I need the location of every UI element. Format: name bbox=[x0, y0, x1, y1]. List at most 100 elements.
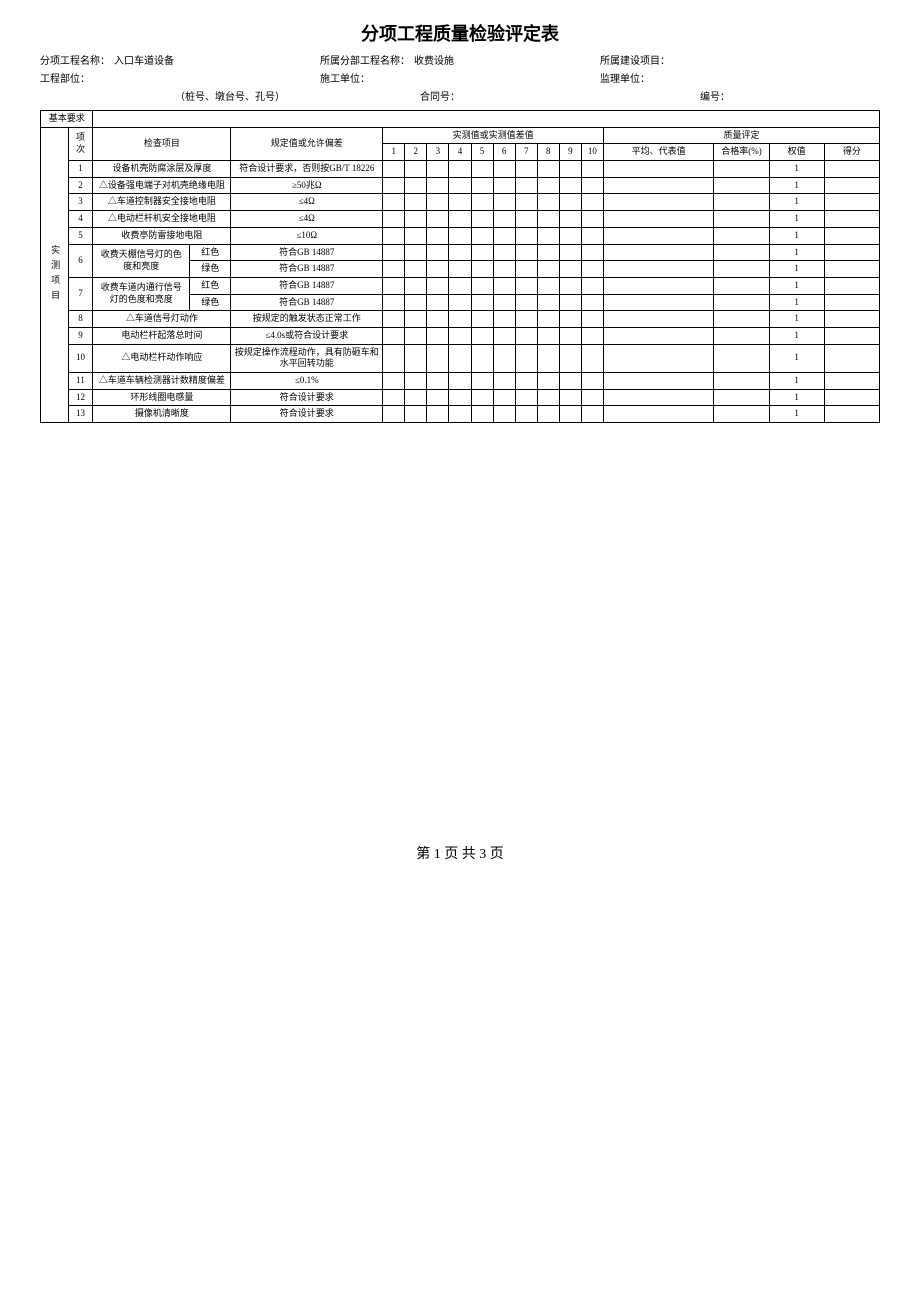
weight: 1 bbox=[769, 389, 824, 406]
weight: 1 bbox=[769, 344, 824, 372]
inspection-table: 基本要求 实测项目 项次 检查项目 规定值或允许偏差 实测值或实测值差值 质量评… bbox=[40, 110, 880, 423]
spec: 符合GB 14887 bbox=[231, 244, 383, 261]
spec: ≤4Ω bbox=[231, 194, 383, 211]
spec: ≤10Ω bbox=[231, 227, 383, 244]
value-subitem-name: 入口车道设备 bbox=[114, 54, 174, 70]
item: △设备强电端子对机壳绝缘电阻 bbox=[93, 177, 231, 194]
num-2: 2 bbox=[405, 144, 427, 161]
header-row-2: 工程部位： 施工单位： 监理单位： bbox=[40, 72, 880, 88]
spec: ≤0.1% bbox=[231, 373, 383, 390]
weight: 1 bbox=[769, 161, 824, 178]
spec: 符合设计要求 bbox=[231, 389, 383, 406]
spec: ≥50兆Ω bbox=[231, 177, 383, 194]
label-constructor: 施工单位： bbox=[320, 72, 370, 88]
table-row: 5 收费亭防雷接地电阻 ≤10Ω 1 bbox=[41, 227, 880, 244]
num-6: 6 bbox=[493, 144, 515, 161]
spec: 符合设计要求，否则按GB/T 18226 bbox=[231, 161, 383, 178]
seq: 8 bbox=[68, 311, 93, 328]
spec: 符合GB 14887 bbox=[231, 261, 383, 278]
weight: 1 bbox=[769, 406, 824, 423]
label-contract: 合同号： bbox=[420, 90, 460, 106]
seq: 5 bbox=[68, 227, 93, 244]
item: 环形线圈电感量 bbox=[93, 389, 231, 406]
table-row: 8 △车道信号灯动作 按规定的触发状态正常工作 1 bbox=[41, 311, 880, 328]
seq: 4 bbox=[68, 211, 93, 228]
label-serial: 编号： bbox=[700, 90, 730, 106]
weight: 1 bbox=[769, 327, 824, 344]
item: 收费车道内通行信号灯的色度和亮度 bbox=[93, 277, 190, 310]
label-subitem-name: 分项工程名称： bbox=[40, 54, 110, 70]
weight: 1 bbox=[769, 311, 824, 328]
table-row: 13 摄像机清晰度 符合设计要求 1 bbox=[41, 406, 880, 423]
cell-basic-req-label: 基本要求 bbox=[41, 111, 93, 128]
table-row: 2 △设备强电端子对机壳绝缘电阻 ≥50兆Ω 1 bbox=[41, 177, 880, 194]
spec: 按规定操作流程动作，具有防砸车和水平回转功能 bbox=[231, 344, 383, 372]
header-row-3: （桩号、墩台号、孔号） 合同号： 编号： bbox=[40, 90, 880, 106]
side-label: 实测项目 bbox=[41, 127, 69, 422]
seq: 9 bbox=[68, 327, 93, 344]
col-score: 得分 bbox=[824, 144, 879, 161]
table-row: 12 环形线圈电感量 符合设计要求 1 bbox=[41, 389, 880, 406]
item: 收费亭防雷接地电阻 bbox=[93, 227, 231, 244]
weight: 1 bbox=[769, 373, 824, 390]
num-3: 3 bbox=[427, 144, 449, 161]
col-item: 检查项目 bbox=[93, 127, 231, 160]
num-8: 8 bbox=[537, 144, 559, 161]
table-row: 3 △车道控制器安全接地电阻 ≤4Ω 1 bbox=[41, 194, 880, 211]
seq: 13 bbox=[68, 406, 93, 423]
seq: 3 bbox=[68, 194, 93, 211]
item: △电动栏杆动作响应 bbox=[93, 344, 231, 372]
header-row-a: 实测项目 项次 检查项目 规定值或允许偏差 实测值或实测值差值 质量评定 bbox=[41, 127, 880, 144]
col-avg: 平均、代表值 bbox=[603, 144, 713, 161]
subitem: 绿色 bbox=[190, 294, 231, 311]
seq: 12 bbox=[68, 389, 93, 406]
num-10: 10 bbox=[581, 144, 603, 161]
col-measured: 实测值或实测值差值 bbox=[383, 127, 604, 144]
label-part: 工程部位： bbox=[40, 72, 90, 88]
spec: 符合GB 14887 bbox=[231, 277, 383, 294]
spec: ≤4Ω bbox=[231, 211, 383, 228]
seq: 7 bbox=[68, 277, 93, 310]
item: 电动栏杆起落总时间 bbox=[93, 327, 231, 344]
item: △车道车辆检测器计数精度偏差 bbox=[93, 373, 231, 390]
row-basic-req: 基本要求 bbox=[41, 111, 880, 128]
table-row: 7 收费车道内通行信号灯的色度和亮度 红色 符合GB 14887 1 bbox=[41, 277, 880, 294]
num-9: 9 bbox=[559, 144, 581, 161]
weight: 1 bbox=[769, 261, 824, 278]
document-title: 分项工程质量检验评定表 bbox=[40, 20, 880, 46]
item: △车道信号灯动作 bbox=[93, 311, 231, 328]
num-1: 1 bbox=[383, 144, 405, 161]
subitem: 红色 bbox=[190, 277, 231, 294]
item: 摄像机清晰度 bbox=[93, 406, 231, 423]
weight: 1 bbox=[769, 211, 824, 228]
table-row: 4 △电动栏杆机安全接地电阻 ≤4Ω 1 bbox=[41, 211, 880, 228]
table-row: 1 设备机壳防腐涂层及厚度 符合设计要求，否则按GB/T 18226 1 bbox=[41, 161, 880, 178]
seq: 6 bbox=[68, 244, 93, 277]
label-project: 所属建设项目： bbox=[600, 54, 670, 70]
table-row: 6 收费天棚信号灯的色度和亮度 红色 符合GB 14887 1 bbox=[41, 244, 880, 261]
col-weight: 权值 bbox=[769, 144, 824, 161]
header-row-1: 分项工程名称： 入口车道设备 所属分部工程名称： 收费设施 所属建设项目： bbox=[40, 54, 880, 70]
item: △车道控制器安全接地电阻 bbox=[93, 194, 231, 211]
weight: 1 bbox=[769, 244, 824, 261]
num-7: 7 bbox=[515, 144, 537, 161]
table-row: 11 △车道车辆检测器计数精度偏差 ≤0.1% 1 bbox=[41, 373, 880, 390]
col-quality: 质量评定 bbox=[603, 127, 879, 144]
spec: ≤4.0s或符合设计要求 bbox=[231, 327, 383, 344]
weight: 1 bbox=[769, 294, 824, 311]
cell-basic-req-value bbox=[93, 111, 880, 128]
col-rate: 合格率(%) bbox=[714, 144, 769, 161]
seq: 10 bbox=[68, 344, 93, 372]
item: 设备机壳防腐涂层及厚度 bbox=[93, 161, 231, 178]
label-station: （桩号、墩台号、孔号） bbox=[40, 90, 420, 106]
num-4: 4 bbox=[449, 144, 471, 161]
num-5: 5 bbox=[471, 144, 493, 161]
seq: 11 bbox=[68, 373, 93, 390]
subitem: 红色 bbox=[190, 244, 231, 261]
spec: 符合设计要求 bbox=[231, 406, 383, 423]
table-row: 10 △电动栏杆动作响应 按规定操作流程动作，具有防砸车和水平回转功能 1 bbox=[41, 344, 880, 372]
page-number: 第 1 页 共 3 页 bbox=[40, 843, 880, 863]
label-supervisor: 监理单位： bbox=[600, 72, 650, 88]
subitem: 绿色 bbox=[190, 261, 231, 278]
weight: 1 bbox=[769, 194, 824, 211]
